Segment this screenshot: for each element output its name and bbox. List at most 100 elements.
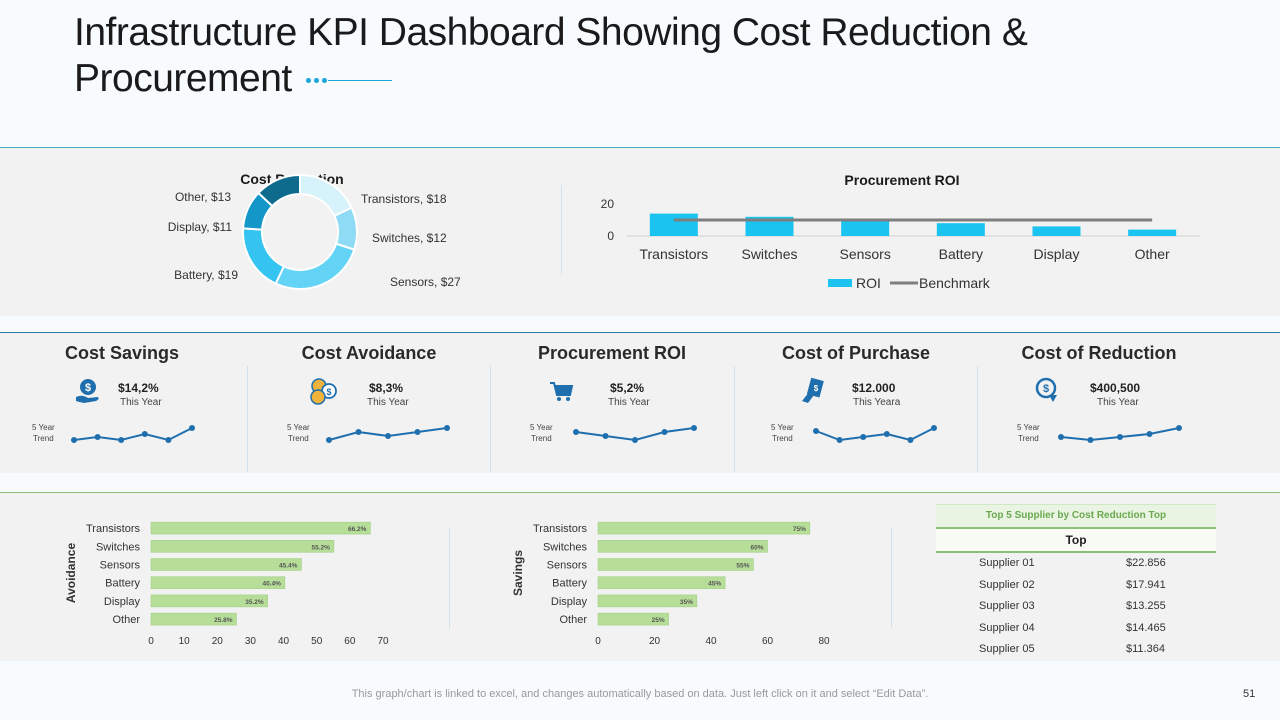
donut-slice-transistors[interactable] xyxy=(299,173,353,218)
table-row: Supplier 05 $11.364 xyxy=(936,639,1216,661)
roi-x-tick: Sensors xyxy=(839,246,890,262)
savings-bar-chart[interactable]: Savings Transistors 75% Switches 60% Sensors 5… xyxy=(450,493,890,661)
donut-label: Display, $11 xyxy=(168,220,233,234)
hbar-x-tick: 80 xyxy=(818,636,830,647)
hbar-bar-other[interactable] xyxy=(150,612,237,626)
separator xyxy=(891,528,892,628)
sparkline-point xyxy=(1176,425,1182,431)
supplier-table: Top 5 Supplier by Cost Reduction Top Top… xyxy=(936,504,1216,661)
cost-reduction-donut-chart[interactable]: Cost Reduction Transistors, $18Switches,… xyxy=(0,148,560,316)
roi-bar-display[interactable] xyxy=(1032,226,1081,236)
hbar-bar-transistors[interactable] xyxy=(150,521,371,535)
donut-slice-sensors[interactable] xyxy=(274,242,356,290)
avoidance-bar-chart[interactable]: Avoidance Transistors 66.2% Switches 55.2% Se… xyxy=(0,493,440,661)
hbar-category-label: Battery xyxy=(552,578,587,590)
kpi-card[interactable]: Cost Savings $ $14,2% This Year 5 Year Trend xyxy=(0,332,244,472)
svg-text:$: $ xyxy=(326,387,331,397)
sparkline-point xyxy=(165,437,172,443)
money-hand-icon: $ xyxy=(76,379,99,403)
sparkline-point xyxy=(813,428,819,434)
kpi-sparkline[interactable] xyxy=(325,422,455,444)
hbar-bar-display[interactable] xyxy=(597,594,698,608)
sparkline-point xyxy=(836,437,843,443)
kpi-card[interactable]: Cost of Purchase $ $12.000 This Yeara 5 Year… xyxy=(734,332,978,472)
hbar-bar-switches[interactable] xyxy=(597,540,768,553)
sparkline-point xyxy=(907,437,914,443)
hbar-bar-sensors[interactable] xyxy=(150,558,302,571)
table-row: Supplier 02 $17.941 xyxy=(936,575,1216,597)
supplier-value: $22.856 xyxy=(1126,557,1166,569)
sparkline-point xyxy=(385,433,391,439)
hbar-bar-display[interactable] xyxy=(150,594,268,608)
kpi-separator xyxy=(490,366,491,472)
kpi-trend-label: 5 Year Trend xyxy=(32,423,55,443)
hbar-value-label: 55% xyxy=(736,563,749,570)
table-row: Supplier 04 $14.465 xyxy=(936,618,1216,640)
kpi-title: Cost Savings xyxy=(64,343,180,363)
hbar-value-label: 40.4% xyxy=(262,581,281,588)
sparkline-point xyxy=(141,431,148,437)
hbar-bar-switches[interactable] xyxy=(150,540,335,553)
legend-roi-label: ROI xyxy=(856,275,881,291)
kpi-value: $12.000 xyxy=(852,381,896,395)
kpi-subtitle: This Year xyxy=(608,397,650,408)
donut-slice-battery[interactable] xyxy=(242,227,286,285)
coins-icon: $ xyxy=(310,378,337,405)
kpi-subtitle: This Yeara xyxy=(853,397,901,408)
roi-bar-switches[interactable] xyxy=(745,216,794,236)
sparkline-point xyxy=(1117,434,1123,440)
donut-label: Sensors, $27 xyxy=(390,275,461,289)
supplier-name: Supplier 02 xyxy=(979,578,1035,591)
roi-x-tick: Display xyxy=(1034,246,1080,262)
page-title: Infrastructure KPI Dashboard Showing Cos… xyxy=(74,10,1174,102)
hbar-bar-sensors[interactable] xyxy=(597,558,754,571)
sparkline-point xyxy=(94,434,101,440)
hbar-category-label: Switches xyxy=(543,541,588,553)
kpi-card[interactable]: Cost of Reduction $ $400,500 This Year 5 Yea… xyxy=(977,332,1221,472)
roi-bar-sensors[interactable] xyxy=(841,220,890,236)
hbar-bar-battery[interactable] xyxy=(150,576,286,589)
hbar-category-label: Transistors xyxy=(86,523,140,535)
supplier-name: Supplier 04 xyxy=(979,621,1035,634)
roi-bar-battery[interactable] xyxy=(936,223,985,236)
kpi-sparkline[interactable] xyxy=(572,422,702,444)
supplier-table-header: Top xyxy=(936,527,1216,553)
kpi-sparkline[interactable] xyxy=(70,422,200,444)
supplier-table-title: Top 5 Supplier by Cost Reduction Top xyxy=(936,504,1216,527)
hbar-y-label: Savings xyxy=(511,550,525,596)
supplier-value: $17.941 xyxy=(1126,578,1166,591)
roi-bar-transistors[interactable] xyxy=(649,213,698,236)
supplier-name: Supplier 01 xyxy=(979,557,1035,569)
hbar-x-tick: 10 xyxy=(179,636,191,647)
title-decoration xyxy=(305,76,392,86)
hbar-bar-battery[interactable] xyxy=(597,576,726,589)
hbar-value-label: 55.2% xyxy=(312,544,331,551)
donut-slice-other[interactable] xyxy=(257,173,301,208)
hbar-value-label: 75% xyxy=(793,526,806,533)
kpi-trend-label: 5 Year Trend xyxy=(771,423,794,443)
roi-x-tick: Other xyxy=(1135,246,1170,262)
roi-y-tick: 20 xyxy=(601,197,615,211)
kpi-card[interactable]: Cost Avoidance $ $8,3% This Year 5 Year Trend xyxy=(247,332,491,472)
roi-x-tick: Switches xyxy=(741,246,797,262)
kpi-separator xyxy=(734,366,735,472)
hbar-category-label: Other xyxy=(112,614,140,626)
sparkline-point xyxy=(326,437,332,443)
kpi-value: $5,2% xyxy=(610,381,645,395)
roi-bar-other[interactable] xyxy=(1128,229,1177,236)
hbar-bar-other[interactable] xyxy=(597,612,669,626)
supplier-value: $13.255 xyxy=(1126,600,1166,612)
kpi-title: Cost of Reduction xyxy=(1021,343,1177,363)
procurement-roi-chart[interactable]: Procurement ROI 0 20 Transistors Switches S… xyxy=(580,148,1220,316)
kpi-title: Procurement ROI xyxy=(537,343,687,363)
hbar-bar-transistors[interactable] xyxy=(597,521,811,535)
hbar-value-label: 35% xyxy=(680,599,693,606)
hbar-value-label: 25.8% xyxy=(214,617,233,624)
hbar-category-label: Other xyxy=(559,614,587,626)
sparkline-point xyxy=(573,429,579,435)
sparkline-point xyxy=(1058,434,1064,440)
kpi-card[interactable]: Procurement ROI $5,2% This Year 5 Year Trend xyxy=(490,332,734,472)
kpi-sparkline[interactable] xyxy=(812,422,942,444)
roi-x-tick: Battery xyxy=(939,246,983,262)
kpi-sparkline[interactable] xyxy=(1057,422,1187,444)
